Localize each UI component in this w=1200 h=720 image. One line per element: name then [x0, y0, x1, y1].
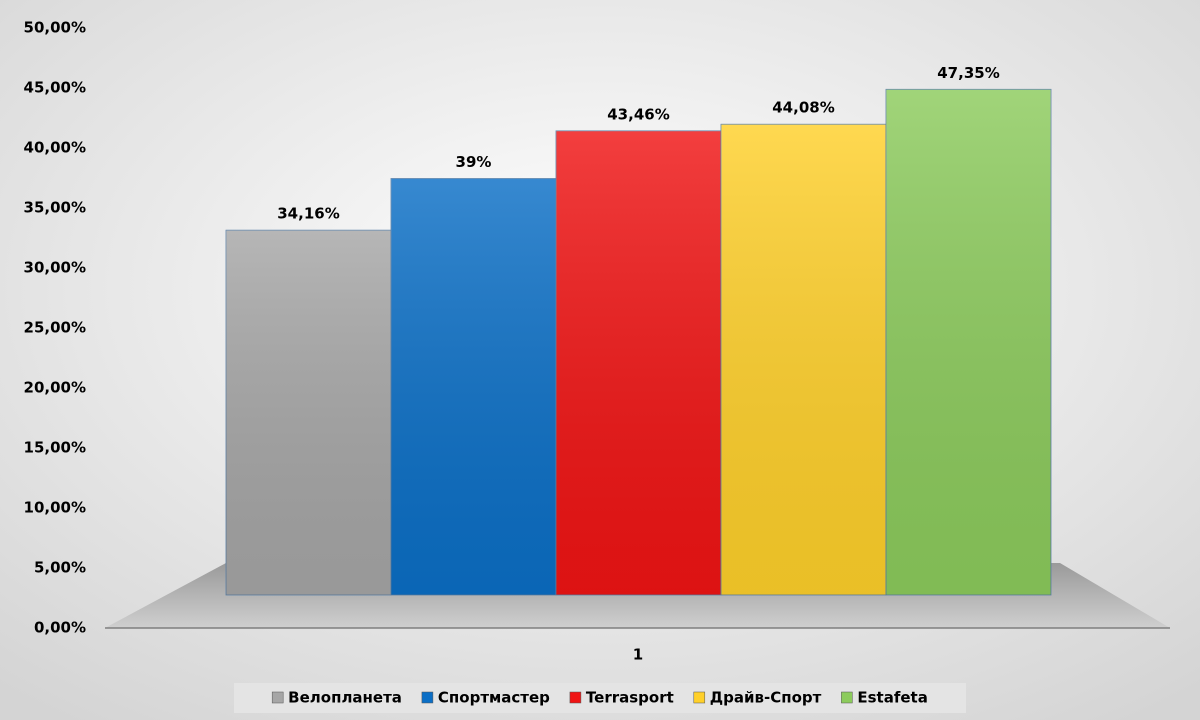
legend-label: Estafeta: [857, 689, 927, 707]
y-tick-label: 45,00%: [24, 79, 86, 97]
legend-swatch: [841, 691, 853, 704]
y-tick-label: 25,00%: [24, 319, 86, 337]
value-label: 43,46%: [607, 105, 669, 123]
legend-label: Terrasport: [586, 689, 674, 707]
y-tick-label: 0,00%: [34, 619, 86, 637]
value-label: 47,35%: [937, 64, 999, 82]
bar-shine: [721, 124, 886, 596]
y-tick-label: 15,00%: [24, 439, 86, 457]
y-tick-label: 20,00%: [24, 379, 86, 397]
x-tick-label: 1: [633, 646, 643, 664]
y-tick-label: 5,00%: [34, 559, 86, 577]
value-label: 39%: [456, 153, 492, 171]
y-tick-label: 30,00%: [24, 259, 86, 277]
value-label: 34,16%: [277, 205, 339, 223]
legend: Велопланета Спортмастер Terrasport Драйв-Сп…: [271, 689, 928, 707]
legend-swatch: [421, 691, 434, 704]
bar-shine: [886, 89, 1051, 595]
value-label: 44,08%: [772, 99, 834, 117]
bar-shine: [226, 230, 391, 595]
legend-label: Драйв-Спорт: [710, 689, 822, 707]
bar-shine: [556, 130, 721, 595]
bar-shine: [391, 178, 556, 596]
legend-swatch: [271, 691, 284, 704]
legend-swatch: [569, 691, 582, 704]
y-tick-label: 40,00%: [24, 139, 86, 157]
y-tick-label: 10,00%: [24, 499, 86, 517]
legend-label: Велопланета: [288, 689, 402, 707]
legend-label: Спортмастер: [438, 689, 550, 707]
legend-swatch: [693, 691, 706, 704]
y-tick-label: 35,00%: [24, 199, 86, 217]
y-tick-label: 50,00%: [24, 19, 86, 37]
